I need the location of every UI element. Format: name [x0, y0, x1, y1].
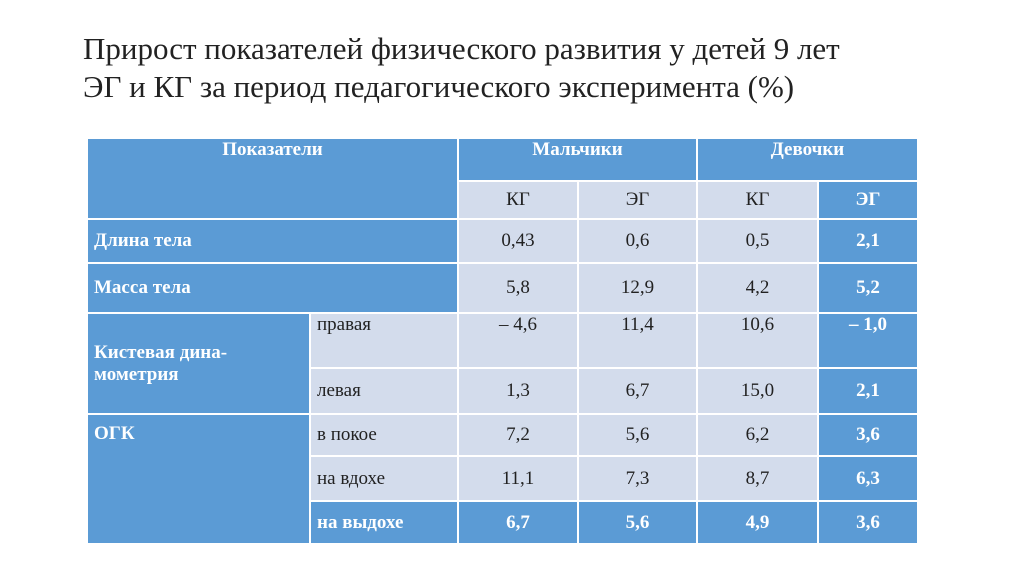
cell: 11,1 [457, 455, 579, 502]
header-cell: Девочки [696, 137, 919, 182]
sub-label: в покое [309, 413, 459, 457]
cell: 5,6 [577, 500, 698, 545]
subheader-cell: КГ [457, 180, 579, 220]
title-line: ЭГ и КГ за период педагогического экспер… [83, 69, 795, 104]
sub-label: на выдохе [309, 500, 459, 545]
cell: 1,3 [457, 367, 579, 415]
cell: 5,6 [577, 413, 698, 457]
label-line: мометрия [94, 363, 179, 385]
cell: 7,3 [577, 455, 698, 502]
cell: 15,0 [696, 367, 819, 415]
cell: 6,3 [817, 455, 919, 502]
label-line: Кистевая дина- [94, 341, 228, 363]
row-label: ОГК [86, 413, 311, 545]
cell: 11,4 [577, 312, 698, 369]
row-label: Масса тела [86, 262, 459, 314]
sub-label: на вдохе [309, 455, 459, 502]
cell: 4,2 [696, 262, 819, 314]
cell: 0,43 [457, 218, 579, 264]
cell: 8,7 [696, 455, 819, 502]
cell: 6,7 [577, 367, 698, 415]
cell: 7,2 [457, 413, 579, 457]
title-line: Прирост показателей физического развития… [83, 31, 840, 66]
cell: 6,2 [696, 413, 819, 457]
cell: 2,1 [817, 218, 919, 264]
sub-label: левая [309, 367, 459, 415]
cell: – 1,0 [817, 312, 919, 369]
cell: 2,1 [817, 367, 919, 415]
cell: 0,5 [696, 218, 819, 264]
row-label: Кистевая дина- мометрия [86, 312, 311, 415]
cell: 12,9 [577, 262, 698, 314]
sub-label: правая [309, 312, 459, 369]
slide-title: Прирост показателей физического развития… [83, 30, 840, 106]
header-cell: Показатели [86, 137, 459, 220]
header-cell: Мальчики [457, 137, 698, 182]
cell: – 4,6 [457, 312, 579, 369]
subheader-cell: КГ [696, 180, 819, 220]
cell: 5,8 [457, 262, 579, 314]
cell: 6,7 [457, 500, 579, 545]
cell: 3,6 [817, 413, 919, 457]
subheader-cell: ЭГ [817, 180, 919, 220]
cell: 10,6 [696, 312, 819, 369]
cell: 4,9 [696, 500, 819, 545]
data-table: Показатели Мальчики Девочки КГ ЭГ КГ ЭГ … [86, 137, 919, 545]
cell: 3,6 [817, 500, 919, 545]
cell: 5,2 [817, 262, 919, 314]
cell: 0,6 [577, 218, 698, 264]
row-label: Длина тела [86, 218, 459, 264]
subheader-cell: ЭГ [577, 180, 698, 220]
